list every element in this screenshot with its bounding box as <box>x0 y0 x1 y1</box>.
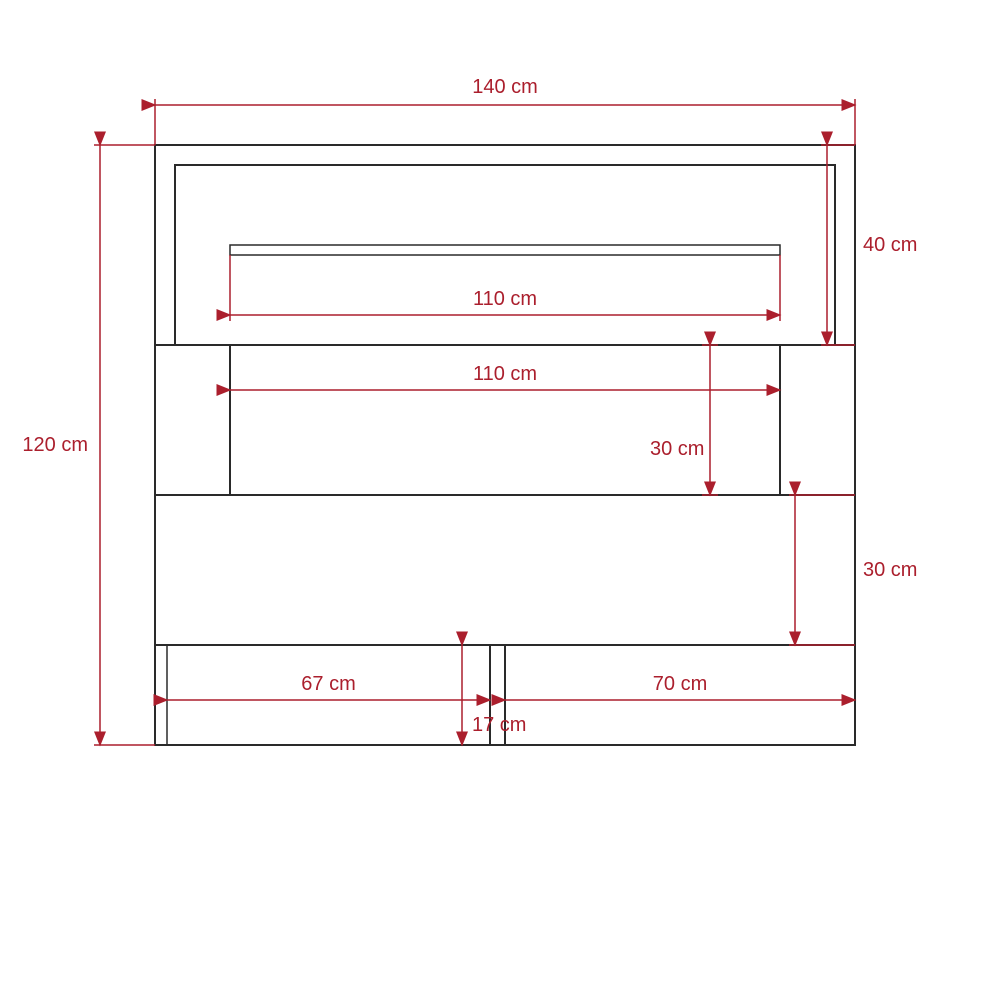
dim-17-label: 17 cm <box>472 714 526 736</box>
dim-67-label: 67 cm <box>301 673 355 695</box>
dim-slot-110-label: 110 cm <box>473 288 537 310</box>
dim-40-label: 40 cm <box>863 234 917 256</box>
dim-row2-30-label: 30 cm <box>650 438 704 460</box>
top-slot <box>230 245 780 255</box>
dim-row3-30-label: 30 cm <box>863 559 917 581</box>
dim-overall-h-label: 120 cm <box>22 434 88 456</box>
dim-overall-w-label: 140 cm <box>472 76 538 98</box>
dim-row2-110-label: 110 cm <box>473 363 537 385</box>
dim-70-label: 70 cm <box>653 673 707 695</box>
